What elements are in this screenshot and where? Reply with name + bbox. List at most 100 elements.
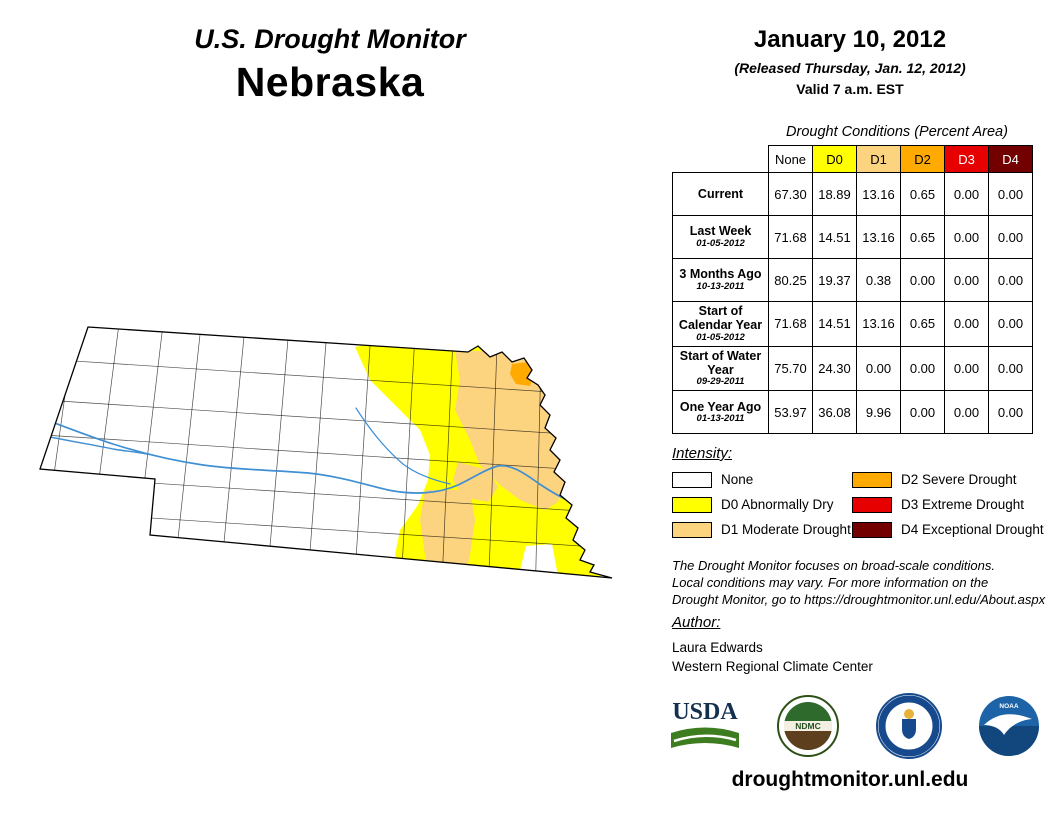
usda-logo: USDA: [671, 699, 739, 748]
table-row: One Year Ago 01-13-2011 53.97 36.08 9.96…: [672, 390, 1033, 435]
table-cell: 13.16: [856, 215, 901, 259]
legend-label: None: [721, 472, 754, 487]
table-row: Start of Water Year 09-29-2011 75.70 24.…: [672, 345, 1033, 392]
table-cell: 0.00: [900, 390, 945, 435]
swatch-d0: [672, 496, 712, 513]
col-header-d2: D2: [900, 145, 945, 173]
row-label-text: One Year Ago: [679, 399, 762, 414]
table-cell: 75.70: [768, 345, 813, 392]
row-label-date: 01-13-2011: [696, 413, 745, 425]
table-cell: 0.00: [988, 172, 1033, 216]
table-cell: 36.08: [812, 390, 857, 435]
table-cell: 0.65: [900, 215, 945, 259]
col-header-d0: D0: [812, 145, 857, 173]
legend-label: D2 Severe Drought: [901, 472, 1017, 487]
valid-time: Valid 7 a.m. EST: [796, 81, 904, 97]
col-header-d3: D3: [944, 145, 989, 173]
conditions-table: None D0 D1 D2 D3 D4 Current 67.30 18.89 …: [672, 145, 1033, 435]
row-label-text: Last Week: [689, 224, 752, 239]
legend-label: D3 Extreme Drought: [901, 497, 1025, 512]
noaa-logo: NOAA: [978, 696, 1039, 756]
state-outline: [39, 326, 613, 579]
row-label-date: 10-13-2011: [696, 280, 745, 292]
legend-item: D1 Moderate Drought: [672, 521, 852, 538]
page-title: U.S. Drought Monitor: [194, 24, 466, 54]
table-row: Last Week 01-05-2012 71.68 14.51 13.16 0…: [672, 215, 1033, 259]
table-cell: 0.00: [988, 215, 1033, 259]
table-cell: 0.00: [944, 215, 989, 259]
date-block: January 10, 2012 (Released Thursday, Jan…: [660, 26, 1040, 97]
footer-url: droughtmonitor.unl.edu: [731, 768, 969, 791]
disclaimer-line: Local conditions may vary. For more info…: [672, 575, 989, 590]
d1-area-south: [420, 490, 475, 578]
table-header-row: None D0 D1 D2 D3 D4: [672, 145, 1033, 173]
table-cell: 24.30: [812, 345, 857, 392]
col-header-d1: D1: [856, 145, 901, 173]
table-row: 3 Months Ago 10-13-2011 80.25 19.37 0.38…: [672, 258, 1033, 302]
table-row: Start of Calendar Year 01-05-2012 71.68 …: [672, 301, 1033, 347]
swatch-d2: [852, 471, 892, 488]
table-cell: 80.25: [768, 258, 813, 302]
table-cell: 0.00: [944, 172, 989, 216]
title-block: U.S. Drought Monitor Nebraska: [30, 24, 630, 106]
disclaimer-line-url: Drought Monitor, go to https://droughtmo…: [672, 592, 1046, 607]
table-cell: 18.89: [812, 172, 857, 216]
legend-column: D2 Severe Drought D3 Extreme Drought D4 …: [852, 471, 1044, 546]
south-platte-river: [40, 433, 148, 455]
loup-river: [355, 407, 451, 485]
swatch-d1: [672, 521, 712, 538]
released-note: (Released Thursday, Jan. 12, 2012): [734, 60, 966, 76]
table-caption: Drought Conditions (Percent Area): [786, 124, 1008, 140]
legend-item: D0 Abnormally Dry: [672, 496, 852, 513]
table-cell: 13.16: [856, 301, 901, 347]
table-cell: 14.51: [812, 301, 857, 347]
author-heading: Author:: [672, 614, 721, 631]
nebraska-drought-map: [18, 312, 648, 607]
disclaimer: The Drought Monitor focuses on broad-sca…: [672, 557, 1052, 608]
svg-text:NOAA: NOAA: [999, 703, 1018, 710]
swatch-d3: [852, 496, 892, 513]
table-cell: 0.00: [900, 345, 945, 392]
legend-item: None: [672, 471, 852, 488]
author-name: Laura Edwards: [672, 640, 763, 655]
row-label: Last Week 01-05-2012: [672, 215, 769, 259]
row-label: Start of Calendar Year 01-05-2012: [672, 301, 769, 347]
table-cell: 0.00: [944, 258, 989, 302]
table-cell: 53.97: [768, 390, 813, 435]
logo-row: USDA NDMC NOAA: [668, 692, 1040, 760]
table-cell: 0.38: [856, 258, 901, 302]
row-label-text: Start of Water Year: [679, 348, 762, 378]
row-label-date: 01-05-2012: [696, 237, 745, 249]
legend-label: D0 Abnormally Dry: [721, 497, 834, 512]
legend-label: D4 Exceptional Drought: [901, 522, 1044, 537]
legend-heading: Intensity:: [672, 445, 733, 462]
row-label: Start of Water Year 09-29-2011: [672, 345, 769, 392]
intensity-legend: Intensity: None D0 Abnormally Dry D1 Mod…: [672, 445, 1044, 546]
table-cell: 0.65: [900, 172, 945, 216]
legend-columns: None D0 Abnormally Dry D1 Moderate Droug…: [672, 471, 1044, 546]
legend-column: None D0 Abnormally Dry D1 Moderate Droug…: [672, 471, 852, 546]
legend-item: D3 Extreme Drought: [852, 496, 1044, 513]
table-cell: 13.16: [856, 172, 901, 216]
table-cell: 0.65: [900, 301, 945, 347]
swatch-none: [672, 471, 712, 488]
table-cell: 0.00: [856, 345, 901, 392]
table-cell: 0.00: [988, 258, 1033, 302]
row-label-date: 01-05-2012: [696, 331, 745, 343]
legend-item: D2 Severe Drought: [852, 471, 1044, 488]
row-label: One Year Ago 01-13-2011: [672, 390, 769, 435]
svg-text:NDMC: NDMC: [796, 721, 822, 731]
row-label-date: 09-29-2011: [696, 376, 745, 388]
row-label-text: 3 Months Ago: [679, 267, 762, 282]
table-cell: 0.00: [900, 258, 945, 302]
legend-item: D4 Exceptional Drought: [852, 521, 1044, 538]
state-name: Nebraska: [235, 59, 425, 105]
table-cell: 9.96: [856, 390, 901, 435]
table-cell: 0.00: [944, 301, 989, 347]
author-block: Author: Laura Edwards Western Regional C…: [672, 614, 1052, 674]
svg-text:USDA: USDA: [672, 699, 738, 725]
legend-label: D1 Moderate Drought: [721, 522, 851, 537]
row-label: 3 Months Ago 10-13-2011: [672, 258, 769, 302]
disclaimer-line: The Drought Monitor focuses on broad-sca…: [672, 558, 996, 573]
